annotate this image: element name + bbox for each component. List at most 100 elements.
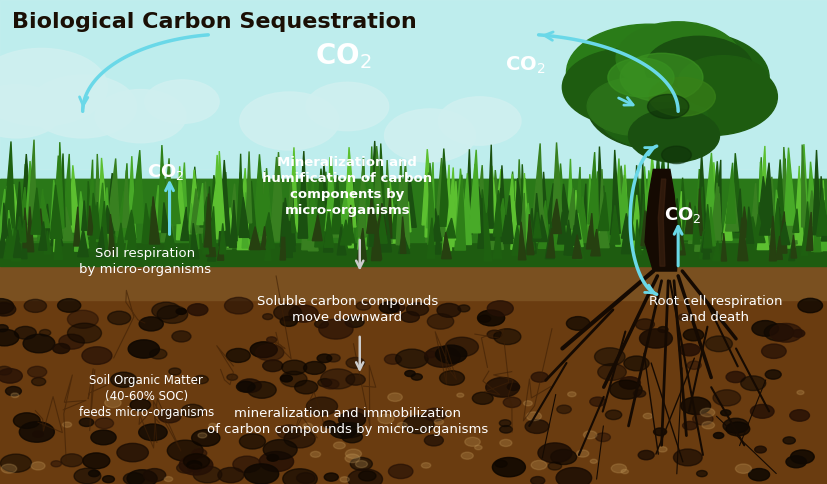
Polygon shape xyxy=(61,207,74,241)
Polygon shape xyxy=(270,157,280,241)
Circle shape xyxy=(750,405,774,418)
Polygon shape xyxy=(713,241,719,261)
Circle shape xyxy=(24,299,46,313)
Polygon shape xyxy=(91,193,98,225)
Circle shape xyxy=(643,413,653,419)
Circle shape xyxy=(192,449,207,457)
Polygon shape xyxy=(3,186,12,252)
Polygon shape xyxy=(564,220,573,255)
Bar xyxy=(0,179,827,266)
Polygon shape xyxy=(237,172,247,235)
Polygon shape xyxy=(454,181,460,232)
Polygon shape xyxy=(315,168,327,247)
Polygon shape xyxy=(547,228,555,257)
Polygon shape xyxy=(640,195,650,248)
Polygon shape xyxy=(557,212,566,244)
Polygon shape xyxy=(494,188,506,235)
Polygon shape xyxy=(651,203,659,246)
Circle shape xyxy=(595,433,610,441)
Circle shape xyxy=(755,446,767,453)
Polygon shape xyxy=(588,213,594,247)
Polygon shape xyxy=(696,169,703,225)
Circle shape xyxy=(619,377,640,389)
Circle shape xyxy=(714,433,724,439)
Polygon shape xyxy=(5,218,16,259)
Circle shape xyxy=(786,456,806,468)
Circle shape xyxy=(500,420,511,426)
Polygon shape xyxy=(189,203,197,234)
Polygon shape xyxy=(396,159,404,244)
Bar xyxy=(0,179,827,242)
Circle shape xyxy=(297,473,315,484)
Circle shape xyxy=(0,302,16,316)
Polygon shape xyxy=(237,154,243,238)
Polygon shape xyxy=(264,212,272,235)
Polygon shape xyxy=(545,222,554,258)
Polygon shape xyxy=(400,216,406,253)
Polygon shape xyxy=(87,181,93,239)
Polygon shape xyxy=(567,188,576,229)
Polygon shape xyxy=(522,210,533,240)
Polygon shape xyxy=(475,186,485,229)
Polygon shape xyxy=(370,141,380,224)
Polygon shape xyxy=(641,211,648,246)
Polygon shape xyxy=(221,172,228,229)
Polygon shape xyxy=(782,180,792,240)
Text: mineralization and immobilization
of carbon compounds by micro-organisms: mineralization and immobilization of car… xyxy=(207,407,488,436)
Polygon shape xyxy=(374,146,385,226)
Polygon shape xyxy=(431,217,440,241)
Polygon shape xyxy=(511,181,523,249)
Polygon shape xyxy=(553,185,564,250)
Polygon shape xyxy=(22,201,27,233)
Polygon shape xyxy=(700,231,705,258)
Circle shape xyxy=(385,109,476,162)
Circle shape xyxy=(587,63,736,150)
Circle shape xyxy=(494,329,521,345)
Circle shape xyxy=(611,464,627,473)
Polygon shape xyxy=(15,182,23,241)
Polygon shape xyxy=(808,191,816,224)
Polygon shape xyxy=(218,160,231,246)
Polygon shape xyxy=(261,227,267,249)
Circle shape xyxy=(321,369,355,389)
Circle shape xyxy=(438,97,521,145)
Polygon shape xyxy=(161,158,174,242)
Polygon shape xyxy=(496,198,507,232)
Polygon shape xyxy=(819,180,826,237)
Polygon shape xyxy=(478,198,484,248)
Polygon shape xyxy=(795,166,801,240)
Polygon shape xyxy=(106,173,118,229)
Circle shape xyxy=(259,452,294,471)
Circle shape xyxy=(616,22,740,94)
Polygon shape xyxy=(715,193,721,232)
Circle shape xyxy=(314,320,328,328)
Polygon shape xyxy=(796,200,801,235)
Polygon shape xyxy=(478,189,490,249)
Polygon shape xyxy=(347,205,352,236)
Polygon shape xyxy=(25,161,37,237)
Circle shape xyxy=(145,80,219,123)
Circle shape xyxy=(424,347,460,367)
Polygon shape xyxy=(523,178,531,232)
Polygon shape xyxy=(660,207,667,243)
Circle shape xyxy=(11,393,19,397)
Polygon shape xyxy=(758,176,771,228)
Polygon shape xyxy=(218,235,223,260)
Polygon shape xyxy=(533,212,541,238)
Polygon shape xyxy=(742,207,748,238)
Circle shape xyxy=(345,408,367,422)
Polygon shape xyxy=(712,183,719,229)
Circle shape xyxy=(139,424,167,440)
Polygon shape xyxy=(561,184,571,225)
Circle shape xyxy=(130,399,151,411)
Polygon shape xyxy=(684,199,696,240)
Polygon shape xyxy=(533,143,543,225)
Circle shape xyxy=(445,337,479,357)
Circle shape xyxy=(531,372,548,382)
Polygon shape xyxy=(704,204,712,248)
Polygon shape xyxy=(493,221,501,259)
Polygon shape xyxy=(698,152,706,229)
Polygon shape xyxy=(538,172,549,246)
Polygon shape xyxy=(428,163,437,244)
Polygon shape xyxy=(404,177,416,227)
